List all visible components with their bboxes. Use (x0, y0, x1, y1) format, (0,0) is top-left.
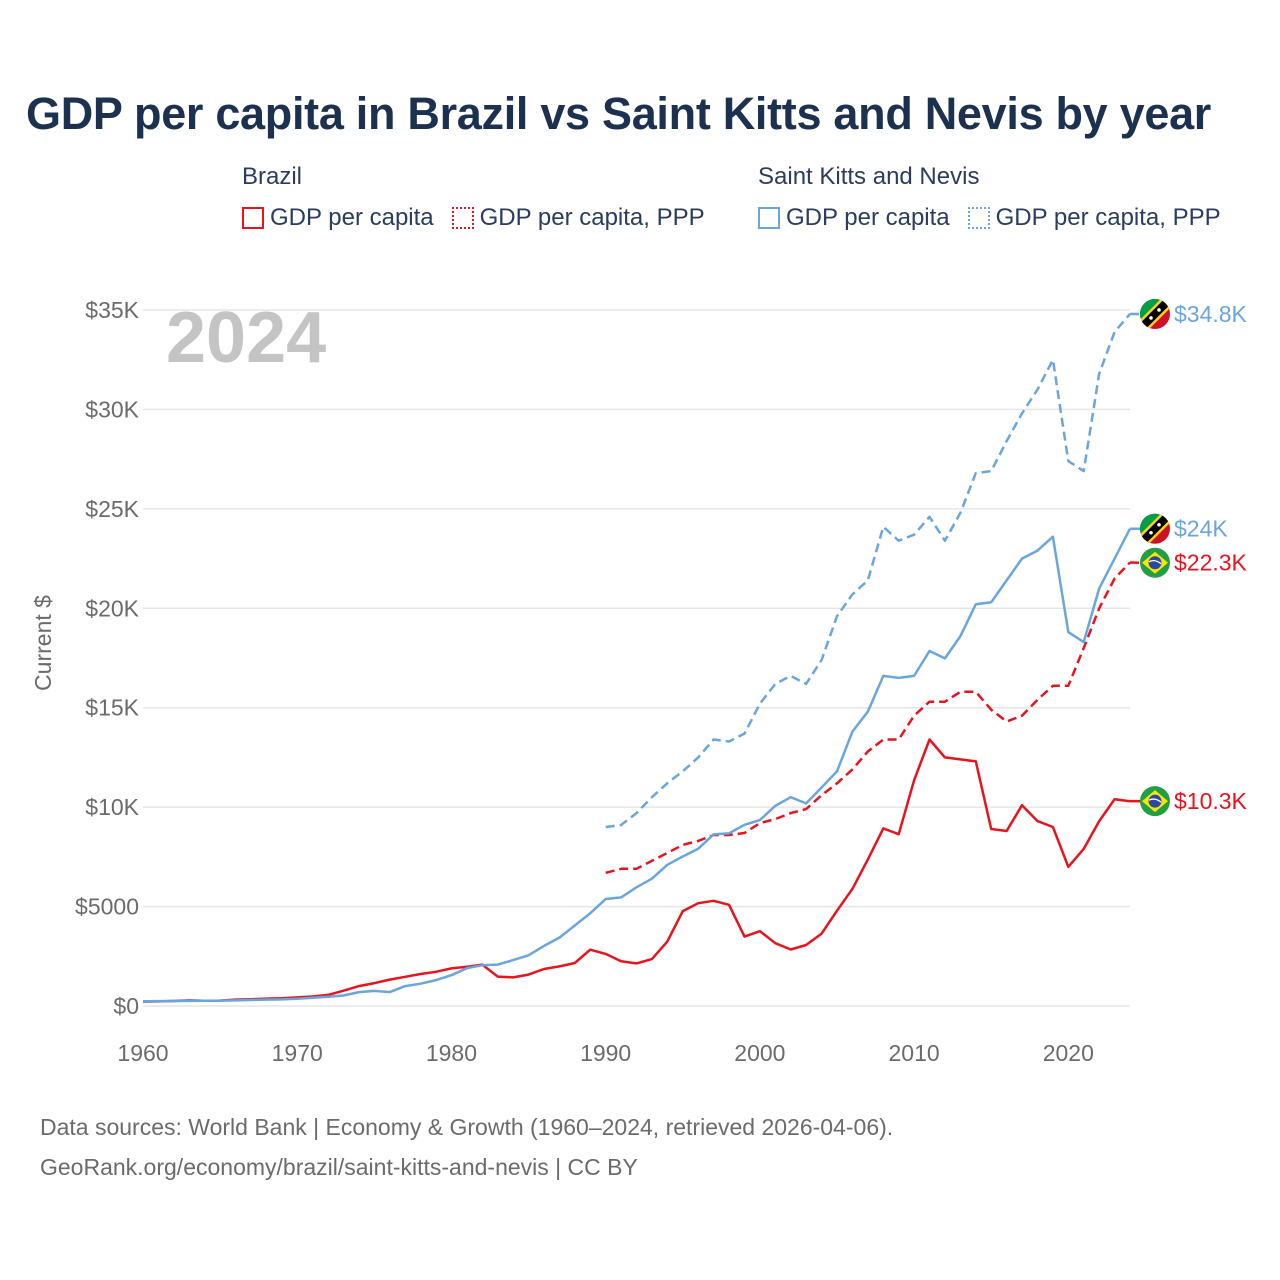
series-end-label: $22.3K (1174, 550, 1248, 576)
axis-layer: $0 $5000 $10K $15K $20K $25K $30K $35K 1960 1970 1… (30, 297, 1094, 1066)
legend-label: GDP per capita, PPP (479, 204, 705, 231)
x-tick-label: 1980 (426, 1040, 477, 1066)
legend-swatch-solid (242, 207, 264, 229)
x-tick-label: 2020 (1043, 1040, 1094, 1066)
legend-swatch-dotted (451, 207, 474, 229)
series-line-1[interactable] (605, 561, 1131, 875)
y-tick-label: $30K (85, 396, 139, 422)
chart-title: GDP per capita in Brazil vs Saint Kitts … (26, 88, 1212, 139)
x-tick-label: 1960 (117, 1040, 168, 1066)
series-layer (142, 313, 1132, 1003)
saint-kitts-and-nevis-flag-icon (1140, 513, 1170, 544)
source-notes: Data sources: World Bank | Economy & Gro… (40, 1107, 893, 1187)
legend-group-brazil: Brazil GDP per capita GDP per capita, PP… (242, 163, 705, 232)
legend-group-skn: Saint Kitts and Nevis GDP per capita GDP… (758, 163, 1221, 232)
legend-item-brazil-gdp-ppp[interactable]: GDP per capita, PPP (451, 204, 705, 232)
legend-swatch-solid (758, 207, 780, 229)
legend-item-skn-gdp[interactable]: GDP per capita (758, 204, 950, 232)
y-tick-label: $20K (85, 595, 139, 621)
y-tick-label: $0 (113, 993, 139, 1019)
series-end-label: $24K (1174, 516, 1228, 542)
x-tick-label: 1970 (272, 1040, 323, 1066)
end-marker-layer: $34.8K $24K $22.3K $10.3K (1129, 298, 1248, 817)
year-overlay: 2024 (166, 298, 326, 378)
series-line-3[interactable] (605, 313, 1131, 829)
x-tick-label: 1990 (580, 1040, 631, 1066)
source-line-1: Data sources: World Bank | Economy & Gro… (40, 1114, 894, 1140)
y-tick-label: $35K (85, 297, 139, 323)
legend-item-brazil-gdp[interactable]: GDP per capita (242, 204, 434, 232)
x-tick-label: 2010 (889, 1040, 940, 1066)
series-line-0[interactable] (142, 738, 1131, 1003)
line-chart: 2024 $34.8K$24K$22.3K$10.3K $0$5000$10K$… (30, 297, 1248, 1066)
y-tick-label: $25K (85, 496, 139, 522)
legend-label: GDP per capita (270, 204, 434, 231)
y-axis-label: Current $ (30, 595, 56, 691)
saint-kitts-and-nevis-flag-icon (1140, 298, 1170, 329)
legend-label: GDP per capita, PPP (995, 204, 1221, 231)
grid-layer (143, 309, 1130, 1007)
legend-swatch-dotted (967, 207, 990, 229)
series-line-2[interactable] (142, 528, 1132, 1003)
brazil-flag-icon (1140, 786, 1170, 817)
y-tick-label: $10K (85, 794, 139, 820)
series-end-label: $34.8K (1174, 301, 1248, 327)
legend-group-name: Brazil (242, 163, 303, 190)
legend-group-name: Saint Kitts and Nevis (758, 163, 980, 190)
legend-label: GDP per capita (786, 204, 950, 231)
y-tick-label: $5000 (75, 894, 139, 920)
y-tick-label: $15K (85, 695, 139, 721)
source-line-2[interactable]: GeoRank.org/economy/brazil/saint-kitts-a… (40, 1154, 638, 1180)
brazil-flag-icon (1140, 547, 1170, 578)
x-tick-label: 2000 (734, 1040, 785, 1066)
series-end-label: $10.3K (1174, 788, 1248, 814)
legend-item-skn-gdp-ppp[interactable]: GDP per capita, PPP (967, 204, 1221, 232)
